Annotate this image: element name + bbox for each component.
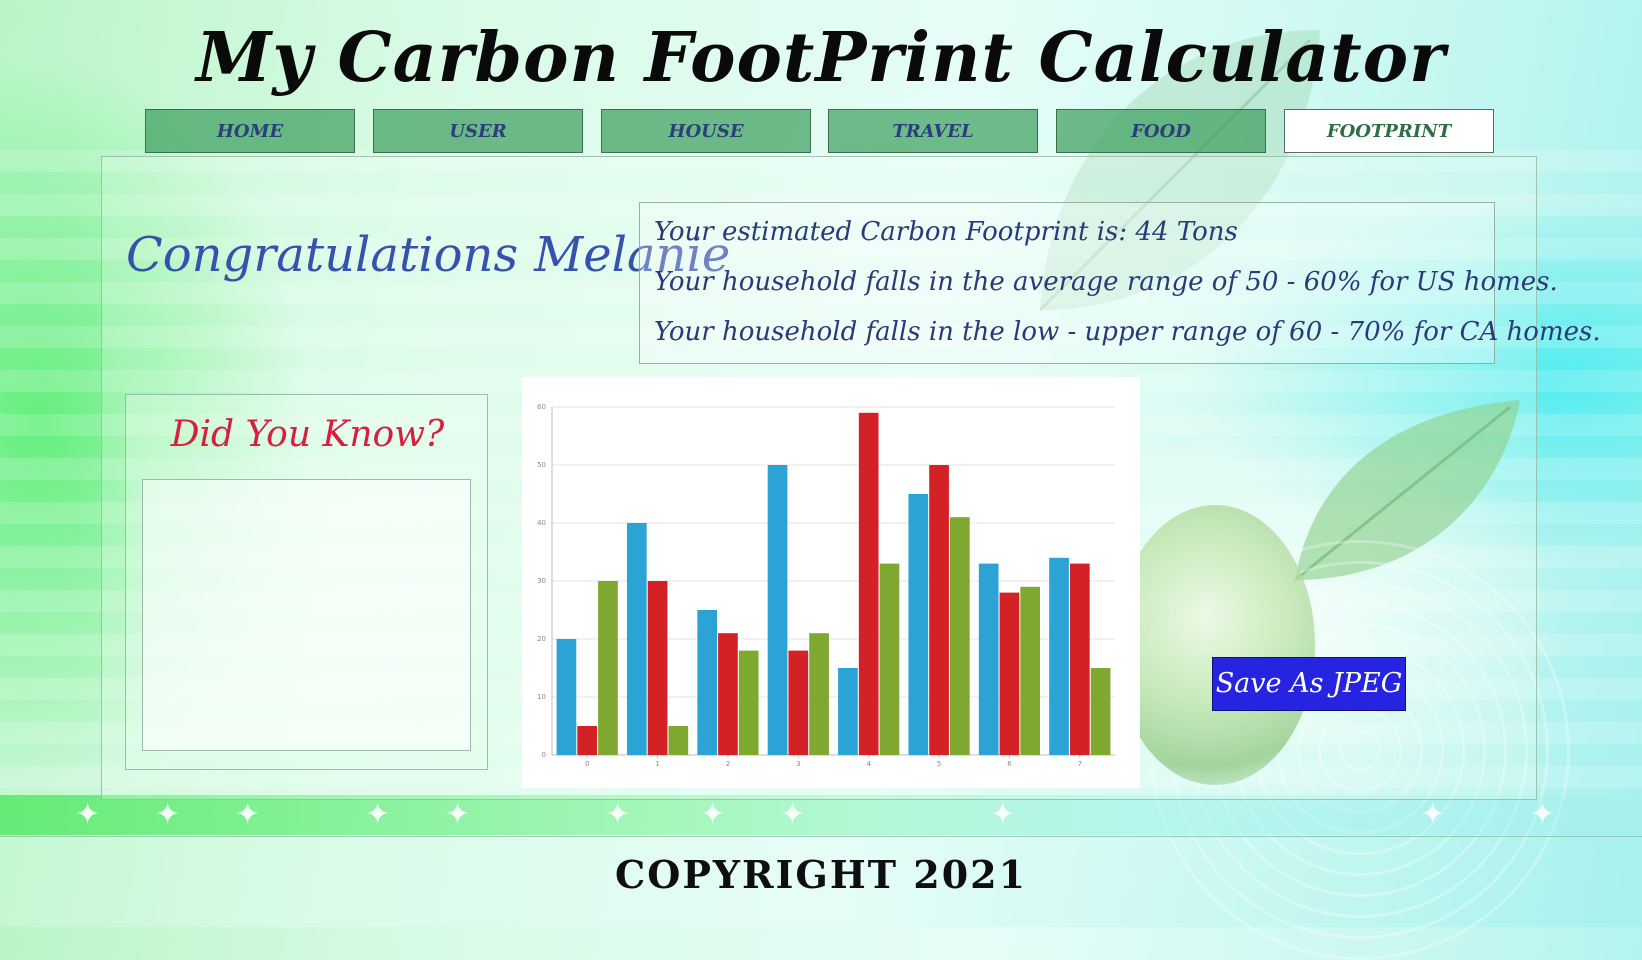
x-tick-label: 6 [1007, 760, 1012, 768]
us-range-text: Your household falls in the average rang… [654, 267, 1558, 297]
x-tick-label: 2 [726, 760, 730, 768]
chart-bar [908, 494, 929, 755]
tab-travel[interactable]: TRAVEL [828, 109, 1038, 153]
tab-home[interactable]: HOME [145, 109, 355, 153]
greeting: Congratulations Melanie [126, 220, 730, 290]
did-you-know-content [142, 479, 471, 751]
x-tick-label: 5 [937, 760, 941, 768]
sparkle-icon: ✦ [990, 797, 1016, 832]
y-tick-label: 60 [537, 403, 546, 411]
globe-icon [1115, 505, 1315, 785]
chart-bar [879, 563, 900, 755]
sparkle-icon: ✦ [1420, 797, 1446, 832]
sparkle-band [0, 795, 1642, 835]
chart-bar [999, 592, 1020, 755]
results-box: Your estimated Carbon Footprint is: 44 T… [639, 202, 1601, 364]
chart-svg: 0 10 20 30 40 50 60 0 1 2 3 4 5 6 7 [537, 403, 1115, 768]
did-you-know-panel: Did You Know? [125, 394, 488, 770]
chart-bar [577, 726, 598, 755]
tab-house[interactable]: HOUSE [601, 109, 811, 153]
chart-bar [697, 610, 718, 755]
background-leaf-icon [1038, 30, 1320, 312]
y-tick-label: 10 [537, 693, 546, 701]
y-tick-label: 50 [537, 461, 546, 469]
x-tick-label: 0 [585, 760, 589, 768]
chart-bar [809, 633, 829, 755]
y-tick-label: 30 [537, 577, 546, 585]
x-tick-label: 3 [796, 760, 800, 768]
ca-range-text: Your household falls in the low - upper … [654, 317, 1601, 347]
chart-bar [738, 650, 759, 755]
chart-bar [1049, 557, 1069, 755]
y-tick-label: 0 [542, 751, 546, 759]
chart-bar [556, 639, 577, 755]
chart-bar [838, 668, 858, 755]
greeting-text: Congratulations [126, 227, 519, 283]
footprint-chart: 0 10 20 30 40 50 60 0 1 2 3 4 5 6 7 [522, 377, 1140, 788]
chart-bar [949, 517, 970, 755]
green-leaf-icon [1294, 400, 1520, 582]
footer-divider [0, 836, 1642, 837]
chart-bar [598, 581, 618, 755]
chart-bar [1090, 668, 1111, 755]
page-title: My Carbon FootPrint Calculator [196, 18, 1446, 98]
chart-bar [767, 465, 788, 755]
save-as-jpeg-button[interactable]: Save As JPEG [1212, 657, 1406, 711]
sparkle-icon: ✦ [365, 797, 391, 832]
chart-bar [1069, 563, 1090, 755]
x-tick-label: 7 [1078, 760, 1082, 768]
tab-footprint[interactable]: FOOTPRINT [1284, 109, 1494, 153]
chart-bar [668, 726, 689, 755]
sparkle-icon: ✦ [235, 797, 261, 832]
chart-bar [718, 633, 738, 755]
chart-bar [978, 563, 999, 755]
user-name: Melanie [534, 227, 731, 283]
sparkle-icon: ✦ [445, 797, 471, 832]
x-tick-label: 4 [866, 760, 871, 768]
chart-bar [626, 523, 647, 755]
chart-bar [929, 465, 949, 755]
did-you-know-title: Did You Know? [170, 414, 445, 455]
sparkle-icon: ✦ [1530, 797, 1556, 832]
copyright-text: COPYRIGHT 2021 [614, 852, 1028, 897]
x-tick-label: 1 [655, 760, 659, 768]
chart-bar [1020, 586, 1041, 755]
chart-bar [858, 412, 879, 755]
y-tick-label: 40 [537, 519, 546, 527]
chart-bar [647, 581, 668, 755]
sparkle-icon: ✦ [75, 797, 101, 832]
sparkle-icon: ✦ [605, 797, 631, 832]
footprint-estimate: Your estimated Carbon Footprint is: 44 T… [654, 217, 1238, 247]
sparkle-icon: ✦ [780, 797, 806, 832]
y-tick-label: 20 [537, 635, 546, 643]
tab-user[interactable]: USER [373, 109, 583, 153]
sparkle-icon: ✦ [700, 797, 726, 832]
tab-food[interactable]: FOOD [1056, 109, 1266, 153]
chart-bar [788, 650, 809, 755]
sparkle-icon: ✦ [155, 797, 181, 832]
